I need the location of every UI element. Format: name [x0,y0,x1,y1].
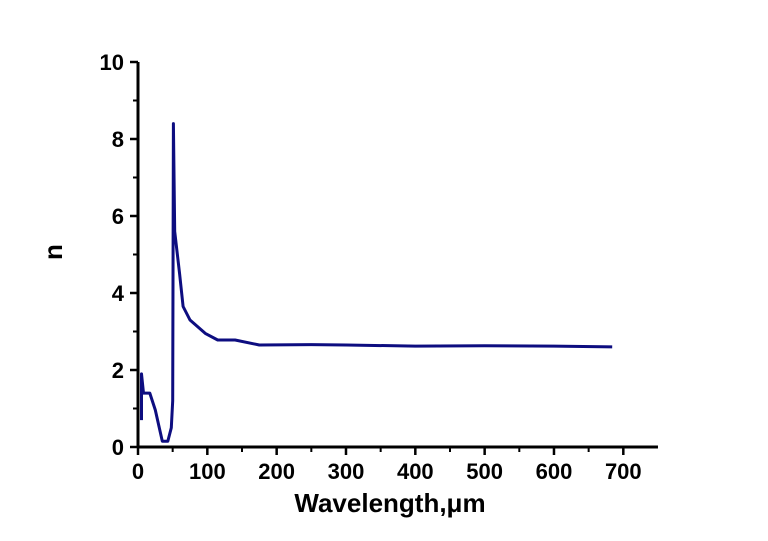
x-tick-label: 300 [328,459,365,484]
x-tick-label: 0 [132,459,144,484]
y-axis-label: n [38,244,68,260]
y-tick-label: 6 [112,204,124,229]
x-tick-label: 100 [189,459,226,484]
x-tick-label: 200 [258,459,295,484]
x-tick-label: 400 [397,459,434,484]
x-axis-label: Wavelength,μm [294,488,485,518]
x-tick-label: 700 [605,459,642,484]
x-tick-label: 500 [466,459,503,484]
y-tick-label: 8 [112,127,124,152]
x-tick-label: 600 [536,459,573,484]
y-tick-label: 2 [112,358,124,383]
data-line [140,122,613,443]
y-tick-label: 10 [100,50,124,75]
y-tick-label: 4 [112,281,125,306]
y-tick-label: 0 [112,435,124,460]
